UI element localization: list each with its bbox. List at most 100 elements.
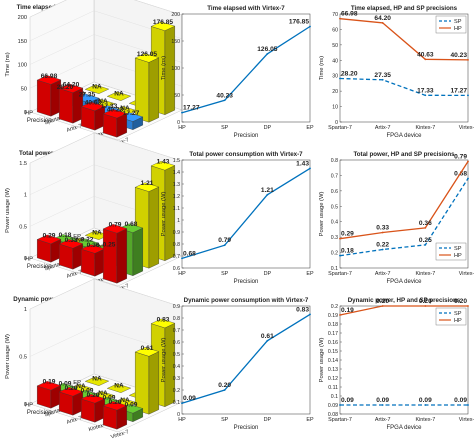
y-tick-label: 50 [174, 93, 180, 99]
x-tick-label: EP [306, 417, 314, 423]
x-tick-label: Artix-7 [375, 271, 391, 277]
bar-value-label: 0.20 [65, 385, 78, 392]
y-tick-label: 0.4 [331, 220, 338, 226]
data-label: 0.09 [183, 395, 196, 402]
data-label: 0.20 [376, 298, 389, 305]
data-label: 0.09 [376, 397, 389, 404]
bar-top-face [36, 381, 62, 391]
y-tick-label: 0.7 [173, 254, 180, 260]
x-tick-label: HP [178, 125, 186, 131]
z-tick-label: 1.5 [19, 161, 27, 167]
na-label: NA [92, 83, 102, 90]
precision-tick-label: HP [25, 256, 33, 262]
x-tick-label: Kintex-7 [415, 417, 435, 423]
device-tick-label: Artix-7 [66, 415, 83, 426]
precision-tick-label: EP [73, 380, 81, 386]
bar-value-label: 0.61 [141, 345, 154, 352]
data-point [223, 244, 226, 247]
bar-value-label: 1.21 [141, 180, 154, 187]
z-tick-label: 0.5 [19, 224, 27, 230]
series-line [339, 77, 469, 97]
y-axis-label: Power usage (W) [161, 338, 167, 383]
x-tick-label: Virtex-7 [459, 125, 474, 131]
bar-value-label: 176.85 [153, 19, 174, 26]
x-tick-label: Kintex-7 [415, 271, 435, 277]
x-axis-label: FPGA device [386, 133, 422, 139]
plot-area [181, 13, 311, 123]
x-tick-label: Virtex-7 [459, 417, 474, 423]
legend-box [435, 307, 467, 326]
y-tick-label: 200 [171, 12, 180, 18]
x-tick-label: HP [178, 271, 186, 277]
x-axis-label: Precision [27, 410, 52, 416]
legend-label: SP [454, 311, 462, 317]
z-axis-label: Time (ns) [5, 52, 11, 76]
data-label: 66.98 [341, 11, 358, 18]
chart-title: Total power consumption with Virtex-7 [189, 151, 303, 158]
y-tick-label: 70 [332, 12, 338, 18]
legend-box [435, 242, 467, 261]
bar-value-label: 0.79 [109, 222, 122, 229]
data-point [467, 160, 469, 163]
data-label: 0.36 [419, 220, 432, 227]
data-label: 0.18 [341, 248, 354, 255]
y-tick-label: 0.13 [328, 367, 338, 373]
data-label: 64.20 [374, 15, 391, 22]
data-point [181, 402, 183, 405]
legend-label: HP [454, 253, 462, 259]
y-tick-label: 100 [171, 66, 180, 72]
bar-value-label: 0.09 [125, 402, 138, 409]
chart-title: Dynamic power, HP and SP precisions [348, 297, 461, 304]
device-tick-label: Artix-7 [66, 123, 83, 134]
x-tick-label: Artix-7 [375, 417, 391, 423]
data-label: 0.22 [376, 241, 389, 248]
y-axis-label: Time (ns) [319, 56, 325, 80]
y-tick-label: 0.17 [328, 331, 338, 337]
line-chart-4: Total power consumption with Virtex-7 0.6… [161, 151, 314, 285]
y-tick-label: 1.1 [173, 206, 180, 212]
data-point [424, 305, 427, 307]
device-tick-label: Virtex-7 [110, 429, 129, 439]
y-tick-label: 20 [332, 89, 338, 95]
chart-title: Time elapsed with Virtex-7 [207, 5, 285, 12]
bar-value-label: 40.23 [107, 107, 124, 114]
z-tick-label: 100 [18, 63, 27, 69]
device-tick-label: Artix-7 [66, 269, 83, 280]
data-point [339, 17, 341, 20]
bar-top-face [58, 387, 84, 397]
na-label: NA [98, 98, 108, 105]
y-axis-label: Power usage (W) [319, 338, 325, 383]
series-line [181, 167, 311, 260]
y-axis-label: Power usage (W) [161, 192, 167, 237]
legend-box [435, 15, 467, 34]
y-tick-label: 50 [332, 43, 338, 49]
y-tick-label: 0.5 [331, 204, 338, 210]
bar-value-label: 0.22 [81, 236, 94, 243]
series-line [339, 18, 469, 61]
bar-value-label: 0.09 [103, 395, 116, 402]
x-tick-label: EP [306, 125, 314, 131]
bar-front-face [59, 88, 74, 124]
na-label: NA [92, 375, 102, 382]
data-label: 0.09 [419, 397, 432, 404]
bar-value-label: 0.33 [65, 237, 78, 244]
bar-value-label: 0.29 [43, 232, 56, 239]
y-tick-label: 0.09 [328, 403, 338, 409]
bar-value-label: 0.83 [157, 316, 170, 323]
x-tick-label: Artix-7 [375, 125, 391, 131]
y-tick-label: 60 [332, 27, 338, 33]
plot-area [181, 159, 311, 269]
z-tick-label: 50 [21, 86, 27, 92]
x-axis-label: FPGA device [386, 279, 422, 285]
x-tick-label: Spartan-7 [328, 125, 352, 131]
y-tick-label: 1 [177, 218, 180, 224]
na-tile [84, 376, 110, 386]
y-tick-label: 0 [177, 412, 180, 418]
bar-top-face [58, 239, 84, 249]
z-gridline [29, 0, 183, 18]
x-axis-label: Precision [27, 118, 52, 124]
bar-top-face [80, 394, 106, 404]
data-point [339, 314, 341, 316]
y-tick-label: 0.11 [328, 385, 338, 391]
device-tick-label: Kintex-7 [88, 421, 109, 433]
